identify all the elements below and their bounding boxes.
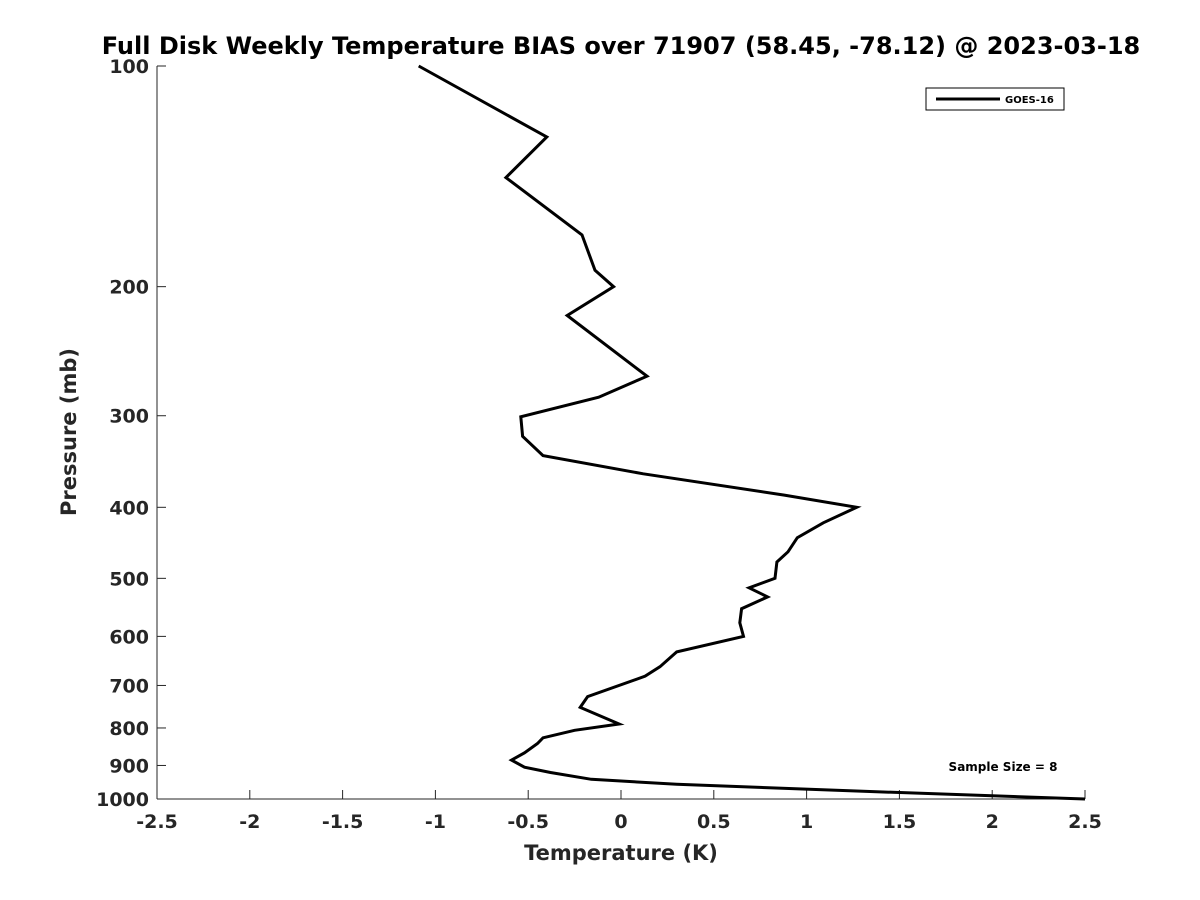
y-tick-label: 500 bbox=[109, 568, 149, 590]
x-tick-label: 0 bbox=[614, 811, 627, 833]
y-tick-label: 800 bbox=[109, 718, 149, 740]
x-tick-label: -2 bbox=[239, 811, 260, 833]
y-tick-label: 400 bbox=[109, 497, 149, 519]
x-axis-label: Temperature (K) bbox=[524, 841, 718, 865]
series-line-goes-16 bbox=[417, 64, 1086, 801]
y-tick-label: 200 bbox=[109, 277, 149, 299]
x-tick-label: -1.5 bbox=[322, 811, 364, 833]
x-tick-label: 2.5 bbox=[1068, 811, 1102, 833]
x-tick-label: 1 bbox=[800, 811, 813, 833]
legend: GOES-16 bbox=[925, 87, 1065, 111]
chart-title: Full Disk Weekly Temperature BIAS over 7… bbox=[102, 32, 1141, 60]
x-tick-label: 1.5 bbox=[883, 811, 917, 833]
y-tick-labels: 100 200 300 400 500 600 700 800 900 1000 bbox=[96, 56, 149, 811]
y-tick-label: 900 bbox=[109, 755, 149, 777]
axes bbox=[156, 65, 1086, 800]
y-axis-label: Pressure (mb) bbox=[57, 348, 81, 516]
y-tick-label: 600 bbox=[109, 626, 149, 648]
x-tick-labels: -2.5 -2 -1.5 -1 -0.5 0 0.5 1 1.5 2 2.5 bbox=[136, 811, 1102, 833]
x-tick-label: 2 bbox=[986, 811, 999, 833]
y-tick-label: 700 bbox=[109, 675, 149, 697]
x-tick-label: 0.5 bbox=[697, 811, 731, 833]
x-tick-label: -1 bbox=[425, 811, 446, 833]
y-tick-label: 100 bbox=[109, 56, 149, 78]
y-tick-label: 1000 bbox=[96, 789, 149, 811]
series-layer bbox=[417, 64, 1086, 801]
x-tick-label: -0.5 bbox=[507, 811, 549, 833]
sample-size-annotation: Sample Size = 8 bbox=[949, 760, 1058, 774]
x-tick-label: -2.5 bbox=[136, 811, 178, 833]
legend-entry-goes-16: GOES-16 bbox=[1005, 95, 1054, 106]
y-tick-label: 300 bbox=[109, 406, 149, 428]
